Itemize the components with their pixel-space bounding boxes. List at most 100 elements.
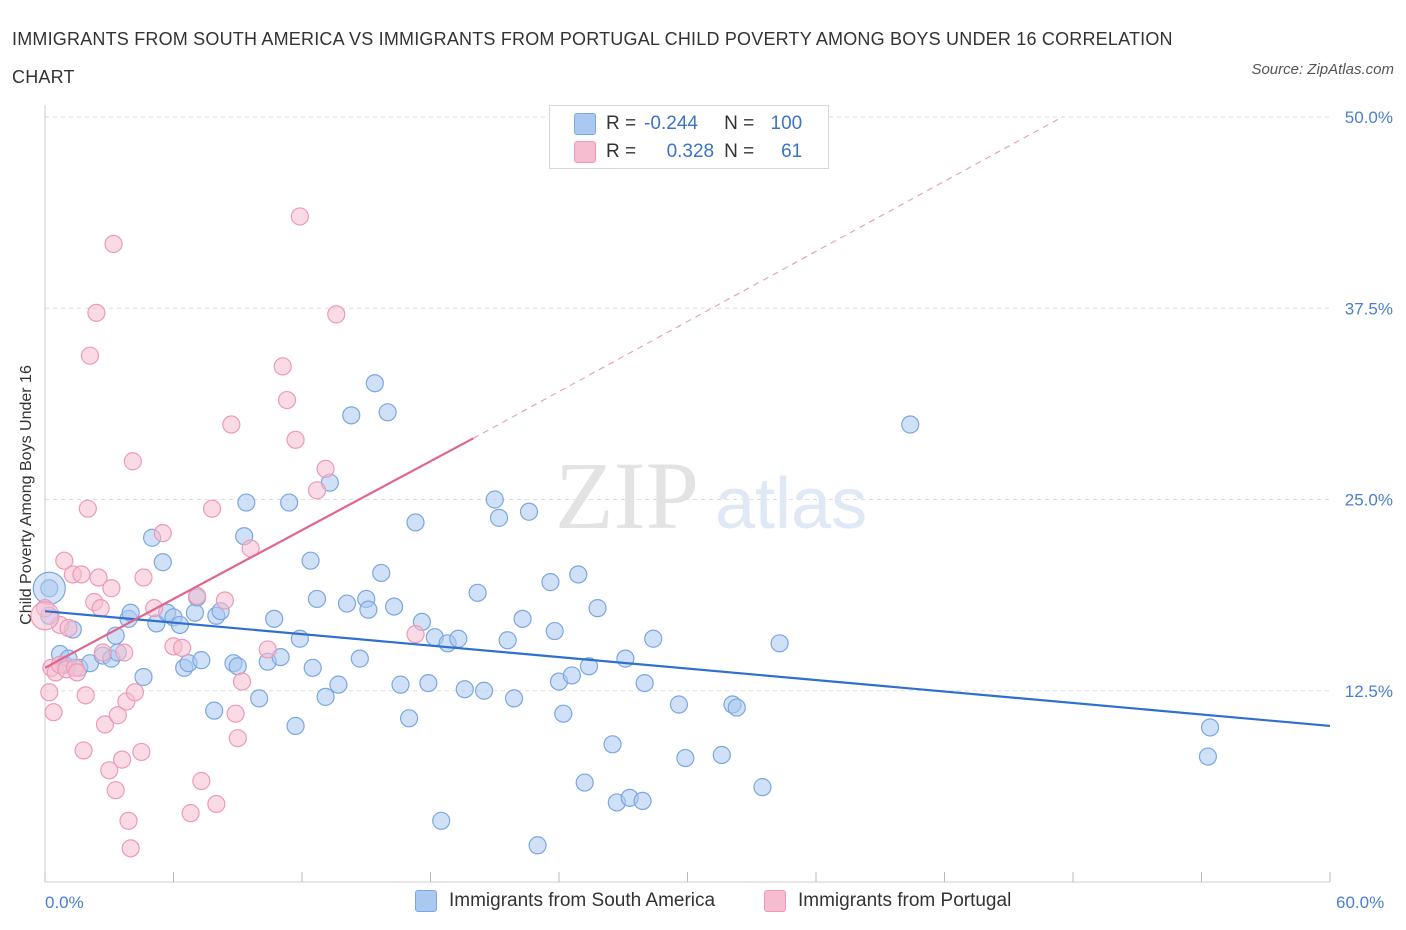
legend-label-portugal: Immigrants from Portugal: [798, 890, 1012, 911]
data-point-portugal: [132, 742, 151, 762]
legend-r-label: R =: [606, 141, 637, 162]
data-point-portugal: [87, 303, 106, 322]
data-point-portugal: [153, 524, 172, 543]
data-point-portugal: [232, 672, 252, 691]
y-tick-label: 25.0%: [1345, 491, 1393, 510]
data-point-south-america: [170, 615, 190, 635]
data-point-portugal: [59, 618, 78, 638]
legend-swatch-pink: [574, 141, 596, 163]
data-point-portugal: [104, 234, 123, 254]
data-point-south-america: [554, 704, 573, 723]
data-point-portugal: [286, 430, 305, 449]
legend-r-value: 0.328: [666, 141, 715, 162]
legend-item-south-america[interactable]: Immigrants from South America: [415, 890, 715, 912]
data-point-south-america: [485, 490, 504, 509]
data-point-south-america: [603, 735, 622, 754]
legend-swatch-pink: [764, 890, 786, 912]
data-point-south-america: [579, 657, 599, 676]
series-legend: Immigrants from South America Immigrants…: [0, 890, 1406, 916]
data-point-south-america: [286, 716, 305, 736]
data-point-south-america: [391, 675, 410, 694]
data-point-portugal: [74, 741, 93, 760]
data-point-south-america: [342, 406, 361, 425]
data-point-south-america: [504, 689, 524, 708]
legend-n-value: 100: [770, 113, 803, 134]
trend-lines: [44, 116, 1331, 728]
data-point-portugal: [290, 207, 309, 226]
series-blue-points: [32, 374, 1220, 855]
data-point-south-america: [153, 553, 172, 572]
data-point-south-america: [1200, 718, 1220, 737]
legend-swatch-blue: [415, 890, 437, 912]
data-point-portugal: [134, 568, 153, 587]
data-point-portugal: [316, 459, 335, 478]
y-tick-labels: 12.5% 25.0% 37.5% 50.0%: [1345, 108, 1393, 701]
data-point-south-america: [669, 695, 689, 714]
data-point-south-america: [250, 689, 269, 708]
data-point-portugal: [222, 415, 241, 434]
data-point-south-america: [307, 589, 327, 609]
data-point-portugal: [102, 579, 121, 598]
data-point-portugal: [215, 591, 234, 610]
data-point-portugal: [258, 640, 277, 659]
data-point-south-america: [399, 709, 419, 728]
data-point-south-america: [770, 634, 789, 653]
data-point-south-america: [365, 374, 384, 393]
x-tick-label-max: 60.0%: [1336, 893, 1384, 912]
data-point-south-america: [588, 599, 607, 618]
data-point-south-america: [449, 629, 468, 648]
data-point-portugal: [119, 811, 138, 830]
data-point-south-america: [712, 745, 731, 765]
data-point-south-america: [185, 603, 205, 622]
trend-line-south-america: [44, 610, 1331, 728]
legend-label-south-america: Immigrants from South America: [449, 890, 716, 911]
trend-line-portugal-extension: [473, 116, 1063, 439]
data-point-south-america: [303, 658, 322, 677]
legend-item-portugal[interactable]: Immigrants from Portugal: [764, 890, 1011, 912]
data-point-portugal: [277, 390, 297, 410]
watermark-atlas: atlas: [715, 464, 867, 544]
data-point-south-america: [384, 597, 404, 616]
data-point-portugal: [406, 625, 425, 644]
data-point-south-america: [644, 629, 663, 648]
source-credit: Source: ZipAtlas.com: [1251, 61, 1394, 78]
data-point-portugal: [106, 781, 125, 800]
x-axis: [44, 105, 1331, 883]
data-point-south-america: [350, 649, 369, 668]
data-point-portugal: [123, 452, 142, 471]
legend-r-label: R =: [606, 113, 637, 134]
x-tick-label-min: 0.0%: [45, 893, 84, 912]
legend-row-pink: R = 0.328 N = 61: [574, 140, 802, 164]
data-point-portugal: [95, 715, 115, 734]
data-point-portugal: [100, 761, 119, 780]
data-point-south-america: [372, 563, 391, 583]
data-point-south-america: [359, 600, 378, 619]
y-tick-label: 50.0%: [1345, 108, 1393, 127]
data-point-portugal: [44, 703, 63, 722]
data-point-south-america: [134, 667, 153, 687]
data-point-portugal: [112, 750, 132, 769]
data-point-portugal: [202, 499, 222, 518]
data-point-portugal: [76, 686, 95, 705]
data-point-south-america: [498, 631, 517, 650]
data-point-south-america: [489, 508, 509, 527]
chart-title: IMMIGRANTS FROM SOUTH AMERICA VS IMMIGRA…: [12, 29, 1173, 87]
data-point-portugal: [89, 568, 108, 587]
legend-row-blue: R = -0.244 N = 100: [574, 112, 802, 136]
data-point-south-america: [1198, 747, 1218, 766]
watermark: ZIP atlas: [555, 442, 867, 549]
data-point-south-america: [329, 675, 348, 694]
data-point-south-america-large: [32, 571, 66, 605]
series-pink-points: [30, 207, 425, 858]
data-point-south-america: [635, 673, 654, 693]
legend-r-value: -0.244: [644, 113, 698, 134]
data-point-south-america: [316, 687, 335, 706]
data-point-south-america: [205, 701, 224, 720]
data-point-south-america: [528, 836, 547, 855]
data-point-south-america: [676, 748, 695, 768]
data-point-south-america: [545, 621, 564, 641]
data-point-portugal: [192, 771, 211, 791]
data-point-portugal: [273, 357, 292, 376]
data-point-portugal: [78, 499, 97, 518]
